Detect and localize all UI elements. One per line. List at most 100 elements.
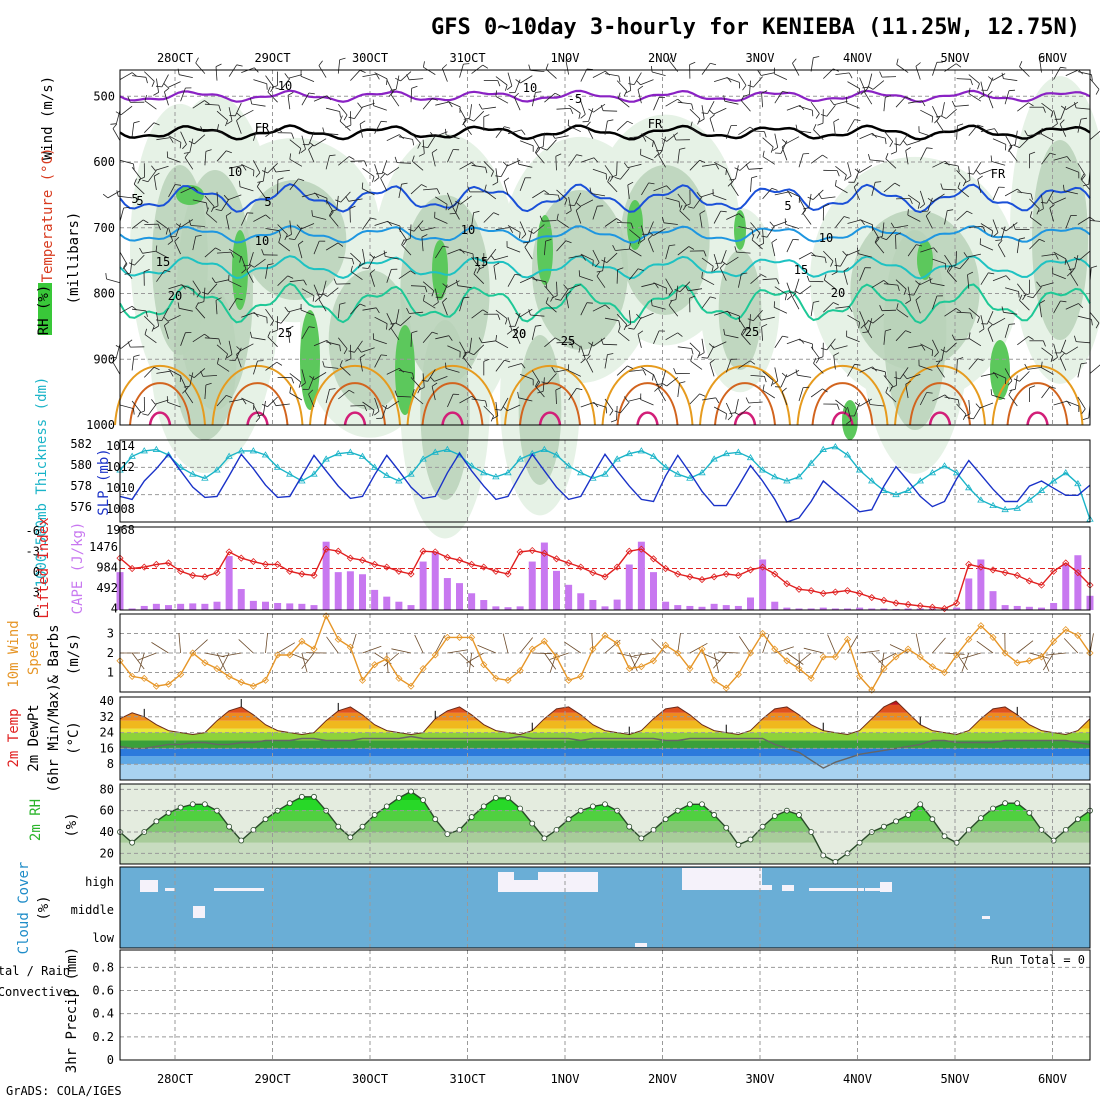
wind-speed-series-marker xyxy=(504,676,512,684)
wind-barb-10m xyxy=(301,652,308,673)
wind-barb xyxy=(495,96,509,104)
wind-barb xyxy=(761,316,775,321)
wind-barb xyxy=(1049,207,1054,222)
wind-barb-flag xyxy=(1007,146,1013,152)
wind-barb-flag xyxy=(431,98,438,101)
wind-barb xyxy=(750,274,762,285)
wind-barb xyxy=(288,307,303,313)
wind-barb xyxy=(204,247,216,258)
lifted-index-series-marker xyxy=(358,556,367,564)
thickness-series-marker xyxy=(370,463,379,470)
wind-barb-flag xyxy=(715,163,720,170)
wind-barb-flag xyxy=(858,322,860,329)
wind-barb-flag xyxy=(575,202,581,207)
thickness-series-marker xyxy=(1001,505,1009,513)
wind-barb-flag xyxy=(395,77,401,82)
wind-barb-10m xyxy=(628,652,638,672)
wind-barb xyxy=(194,368,206,378)
wind-barb xyxy=(289,178,299,191)
wind-barb-flag xyxy=(242,165,247,171)
wind-barb-flag xyxy=(211,277,216,283)
wind-barb-flag xyxy=(502,406,508,411)
wind-barb xyxy=(821,196,836,199)
wind-barb-flag xyxy=(967,417,974,420)
isotherm-35 xyxy=(538,411,562,426)
slp-tick: 1008 xyxy=(106,502,135,516)
wind-barb-flag xyxy=(495,335,497,342)
wind-barb-flag xyxy=(145,310,148,317)
wind-barb xyxy=(847,81,860,89)
wind-speed-series-marker xyxy=(674,649,682,657)
wind-barb-flag xyxy=(1091,74,1093,81)
wind-barb-flag xyxy=(894,143,901,146)
wind-barb xyxy=(487,248,497,261)
wind-barb xyxy=(401,244,412,256)
wind-barb xyxy=(883,375,894,387)
wind-barb xyxy=(483,405,494,417)
wind-barb xyxy=(627,184,630,199)
wind-barb-10m xyxy=(961,652,970,672)
cape-bar xyxy=(310,605,318,610)
rh-shade-green xyxy=(432,240,448,300)
wind-barb-flag xyxy=(1048,199,1054,204)
cloud-clear-gap xyxy=(682,868,762,890)
wind-speed-series-marker xyxy=(237,678,245,686)
wind-barb xyxy=(280,78,291,90)
wind-barb-10m xyxy=(326,636,339,654)
wind-barb-flag xyxy=(795,369,798,376)
wind-barb-flag xyxy=(153,366,160,371)
wind-barb-flag xyxy=(1018,291,1020,298)
pressure-tick: 800 xyxy=(93,287,115,301)
wind-barb-flag xyxy=(854,119,861,121)
wind-speed-series-marker xyxy=(565,676,573,684)
wind-barb-10m xyxy=(265,633,268,654)
wind-barb xyxy=(459,63,464,78)
wind-barb-flag xyxy=(467,186,471,193)
wind-speed-series-marker xyxy=(856,672,864,680)
wind-barb-flag xyxy=(257,414,264,417)
wind-barb xyxy=(883,97,886,112)
contour-label: FR xyxy=(255,121,270,135)
wind-barb xyxy=(180,219,194,228)
cape-bar xyxy=(1025,606,1033,610)
wind-barb-flag xyxy=(916,244,923,247)
wind-barb-flag xyxy=(1028,336,1034,340)
wind-barb xyxy=(265,228,280,232)
wind-barb-flag xyxy=(799,338,805,344)
footer-credit: GrADS: COLA/IGES xyxy=(6,1084,122,1098)
wind-barb xyxy=(225,215,230,230)
wind-barb-flag xyxy=(402,239,408,246)
wind-barb-flag xyxy=(917,202,920,209)
wind-barb-flag xyxy=(589,187,592,194)
wind-barb-flag xyxy=(339,111,341,118)
wind-barb-flag xyxy=(817,122,824,126)
top-date-label: 2NOV xyxy=(648,51,677,65)
wind-barb-flag xyxy=(836,170,840,177)
rh-series-marker xyxy=(226,823,233,830)
wind-barb xyxy=(395,75,400,90)
wind-barb-flag xyxy=(359,354,366,358)
lifted-index-series-marker xyxy=(492,567,500,575)
rh-band xyxy=(120,821,1090,832)
wind-barb-10m xyxy=(932,637,946,654)
wind-barb-flag xyxy=(343,348,348,355)
cape-bar xyxy=(516,606,524,610)
wind-barb xyxy=(481,106,496,110)
top-date-label: 3NOV xyxy=(746,51,775,65)
wind-barb-flag xyxy=(521,129,526,135)
wind-barb xyxy=(168,369,182,377)
wind-barb-flag xyxy=(270,86,275,93)
wind-barb xyxy=(677,346,692,349)
wind-barb-flag xyxy=(823,204,830,207)
wind-barb xyxy=(774,367,779,382)
wind-barb xyxy=(144,367,155,378)
wind-barb xyxy=(434,217,448,224)
wind-barb xyxy=(380,178,388,192)
wind-barb xyxy=(412,394,424,405)
wind-barb xyxy=(641,282,656,288)
wind-barb xyxy=(739,160,751,171)
wind-barb xyxy=(735,165,739,180)
wind-axis-title-c: & Barbs xyxy=(46,624,62,683)
wind-barb xyxy=(905,384,909,399)
wind-barb xyxy=(713,210,722,224)
